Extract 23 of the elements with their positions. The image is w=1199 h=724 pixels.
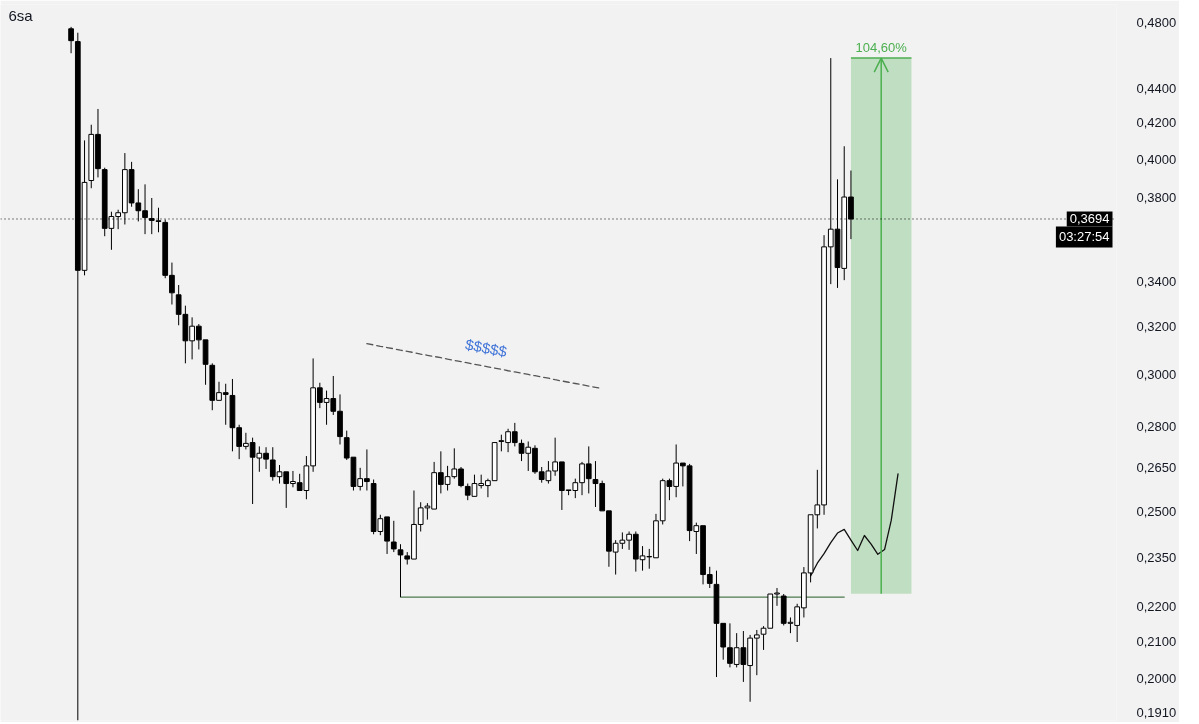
y-tick-label: 0,4000 [1136, 151, 1177, 167]
text: $$$$$ [464, 335, 509, 361]
y-tick-label: 0,4400 [1136, 80, 1177, 96]
annotation: 03:27:54 [1058, 229, 1110, 245]
y-tick-label: 0,2000 [1136, 670, 1177, 686]
y-tick-label: 0,2650 [1136, 460, 1177, 476]
y-tick-label: 0,3400 [1136, 273, 1177, 289]
y-tick-label: 0,2350 [1136, 549, 1177, 565]
candlestick [68, 26, 74, 54]
series-label: 104,60% [855, 40, 908, 56]
y-tick-label: 0,3200 [1136, 318, 1177, 334]
line-series [809, 473, 899, 577]
y-tick-label: 0,3800 [1136, 190, 1177, 206]
y-tick-label: 0,2200 [1136, 599, 1177, 615]
y-tick-label: 0,3000 [1136, 367, 1177, 383]
y-tick-label: 0,4800 [1136, 15, 1177, 31]
chart-title: 6sa [8, 7, 34, 24]
y-tick-label: 0,2100 [1136, 634, 1177, 650]
y-tick-label: 0,2800 [1136, 418, 1177, 434]
y-tick-label: 0,1910 [1136, 705, 1177, 721]
y-tick-label: 0,4200 [1136, 115, 1177, 131]
ref-line-label: 0,3694 [1069, 211, 1110, 227]
y-tick-label: 0,2500 [1136, 503, 1177, 519]
